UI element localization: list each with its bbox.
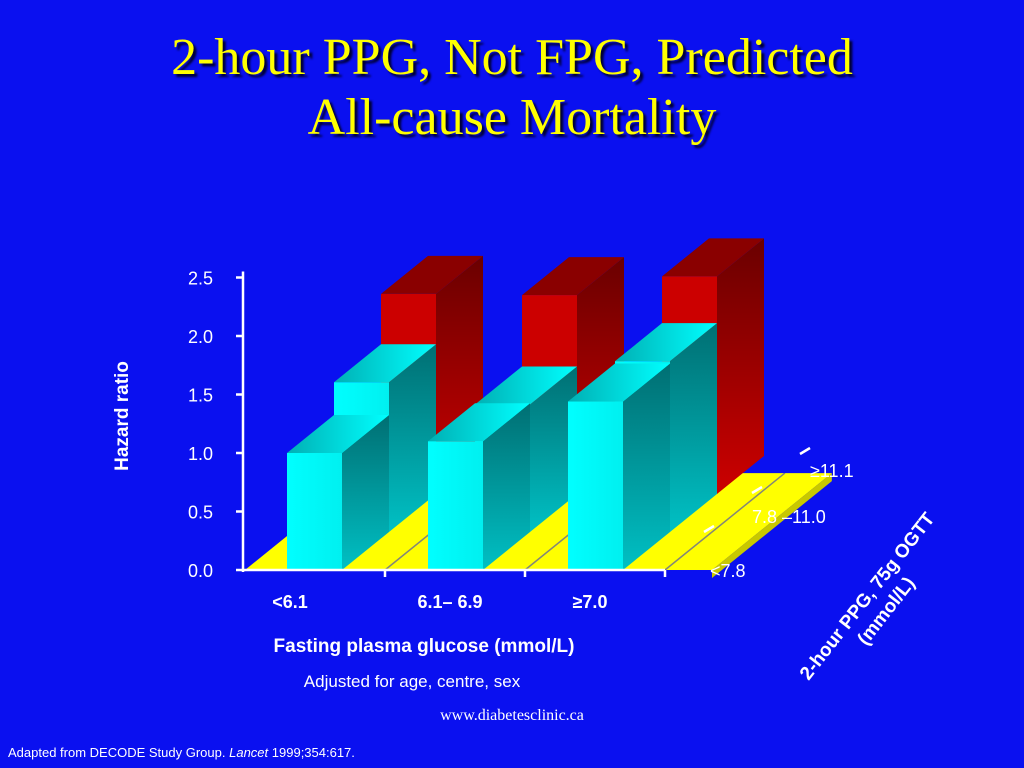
source-suffix: 1999;354:617. bbox=[268, 745, 355, 760]
z-tick-1 bbox=[703, 524, 715, 534]
bar-side bbox=[483, 403, 530, 570]
bar-top bbox=[522, 257, 624, 296]
series-label: ≥11.1 bbox=[810, 461, 854, 481]
website-link[interactable]: www.diabetesclinic.ca bbox=[440, 707, 584, 724]
bar-top bbox=[615, 323, 717, 362]
source-journal: Lancet bbox=[229, 745, 269, 760]
source-citation: Adapted from DECODE Study Group. Lancet … bbox=[8, 745, 355, 760]
axes: 0.0 0.5 1.0 1.5 2.0 2.5 <6.1 6.1– 6.9 ≥7.0 <7.8 7.… bbox=[188, 269, 854, 613]
y-tick-label: 0.0 bbox=[188, 561, 213, 581]
y-tick-label: 2.5 bbox=[188, 269, 213, 289]
bar-top bbox=[334, 344, 436, 383]
title-line-2: All-cause Mortality bbox=[307, 89, 717, 146]
y-tick-label: 1.0 bbox=[188, 444, 213, 464]
bar-top bbox=[381, 255, 483, 294]
bar-top bbox=[475, 366, 577, 405]
slide-title: 2-hour PPG, Not FPG, Predicted All-cause… bbox=[0, 28, 1024, 148]
bar-side bbox=[530, 366, 577, 532]
bar-1-1 bbox=[287, 415, 389, 570]
bar-side bbox=[717, 238, 764, 494]
bars bbox=[287, 238, 764, 570]
bar-top bbox=[428, 403, 530, 442]
bar-side bbox=[389, 344, 436, 532]
z-axis-label: 2-hour PPG, 75g OGTT (mmol/L) bbox=[796, 509, 940, 684]
floor-divider-3 bbox=[664, 472, 786, 571]
bar-top bbox=[568, 363, 670, 402]
bar-side bbox=[342, 415, 389, 570]
source-prefix: Adapted from DECODE Study Group. bbox=[8, 745, 230, 760]
bar-1-3 bbox=[568, 363, 670, 570]
y-tick-label: 0.5 bbox=[188, 503, 213, 523]
z-tick-2 bbox=[751, 485, 763, 495]
y-tick-label: 2.0 bbox=[188, 327, 213, 347]
x-tick-label: 6.1– 6.9 bbox=[417, 592, 482, 612]
floor-edge bbox=[712, 473, 832, 578]
series-label: 7.8 –11.0 bbox=[752, 507, 826, 527]
x-tick-label: <6.1 bbox=[272, 592, 308, 612]
x-tick-label: ≥7.0 bbox=[573, 592, 608, 612]
x-axis-label: Fasting plasma glucose (mmol/L) bbox=[274, 636, 575, 657]
bar-front bbox=[287, 453, 342, 570]
adjustment-note: Adjusted for age, centre, sex bbox=[303, 672, 521, 691]
bar-front bbox=[428, 441, 483, 570]
bar-side bbox=[623, 363, 670, 570]
bar-front bbox=[568, 401, 623, 570]
y-tick-label: 1.5 bbox=[188, 386, 213, 406]
z-tick-3 bbox=[799, 446, 811, 456]
bar-1-2 bbox=[428, 403, 530, 570]
bar-top bbox=[662, 238, 764, 277]
series-label: <7.8 bbox=[710, 561, 746, 581]
z-axis-label-line-1: 2-hour PPG, 75g OGTT bbox=[796, 509, 940, 684]
bar-top bbox=[287, 415, 389, 453]
bar-side bbox=[670, 323, 717, 532]
title-line-1: 2-hour PPG, Not FPG, Predicted bbox=[171, 29, 853, 86]
y-axis-label: Hazard ratio bbox=[112, 361, 133, 471]
